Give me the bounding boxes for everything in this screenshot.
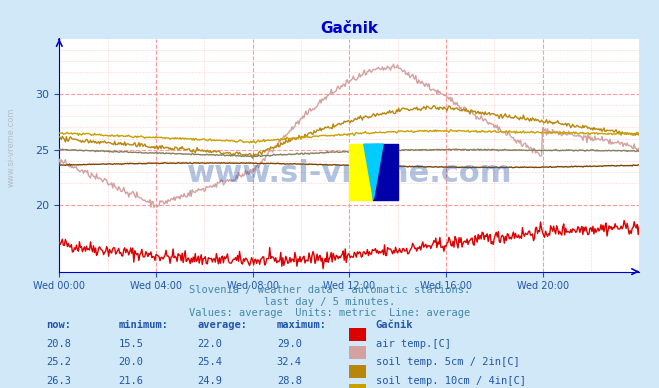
- Polygon shape: [364, 144, 383, 199]
- Text: minimum:: minimum:: [119, 320, 169, 330]
- Text: 29.0: 29.0: [277, 339, 302, 349]
- Text: 25.2: 25.2: [46, 357, 71, 367]
- Text: last day / 5 minutes.: last day / 5 minutes.: [264, 297, 395, 307]
- Text: maximum:: maximum:: [277, 320, 327, 330]
- Text: 32.4: 32.4: [277, 357, 302, 367]
- Text: 25.4: 25.4: [198, 357, 223, 367]
- Text: 26.3: 26.3: [46, 376, 71, 386]
- Bar: [374, 144, 397, 199]
- Text: Gačnik: Gačnik: [376, 320, 413, 330]
- Text: www.si-vreme.com: www.si-vreme.com: [186, 159, 512, 188]
- Text: 15.5: 15.5: [119, 339, 144, 349]
- Text: 28.8: 28.8: [277, 376, 302, 386]
- Text: Slovenia / weather data - automatic stations.: Slovenia / weather data - automatic stat…: [189, 285, 470, 295]
- Text: soil temp. 5cm / 2in[C]: soil temp. 5cm / 2in[C]: [376, 357, 519, 367]
- Text: 20.0: 20.0: [119, 357, 144, 367]
- Text: soil temp. 10cm / 4in[C]: soil temp. 10cm / 4in[C]: [376, 376, 526, 386]
- Title: Gačnik: Gačnik: [320, 21, 378, 36]
- Text: 24.9: 24.9: [198, 376, 223, 386]
- Text: 21.6: 21.6: [119, 376, 144, 386]
- Bar: [349, 144, 374, 199]
- Text: www.si-vreme.com: www.si-vreme.com: [7, 108, 16, 187]
- Text: average:: average:: [198, 320, 248, 330]
- Text: 20.8: 20.8: [46, 339, 71, 349]
- Text: 22.0: 22.0: [198, 339, 223, 349]
- Text: Values: average  Units: metric  Line: average: Values: average Units: metric Line: aver…: [189, 308, 470, 319]
- Text: now:: now:: [46, 320, 71, 330]
- Text: air temp.[C]: air temp.[C]: [376, 339, 451, 349]
